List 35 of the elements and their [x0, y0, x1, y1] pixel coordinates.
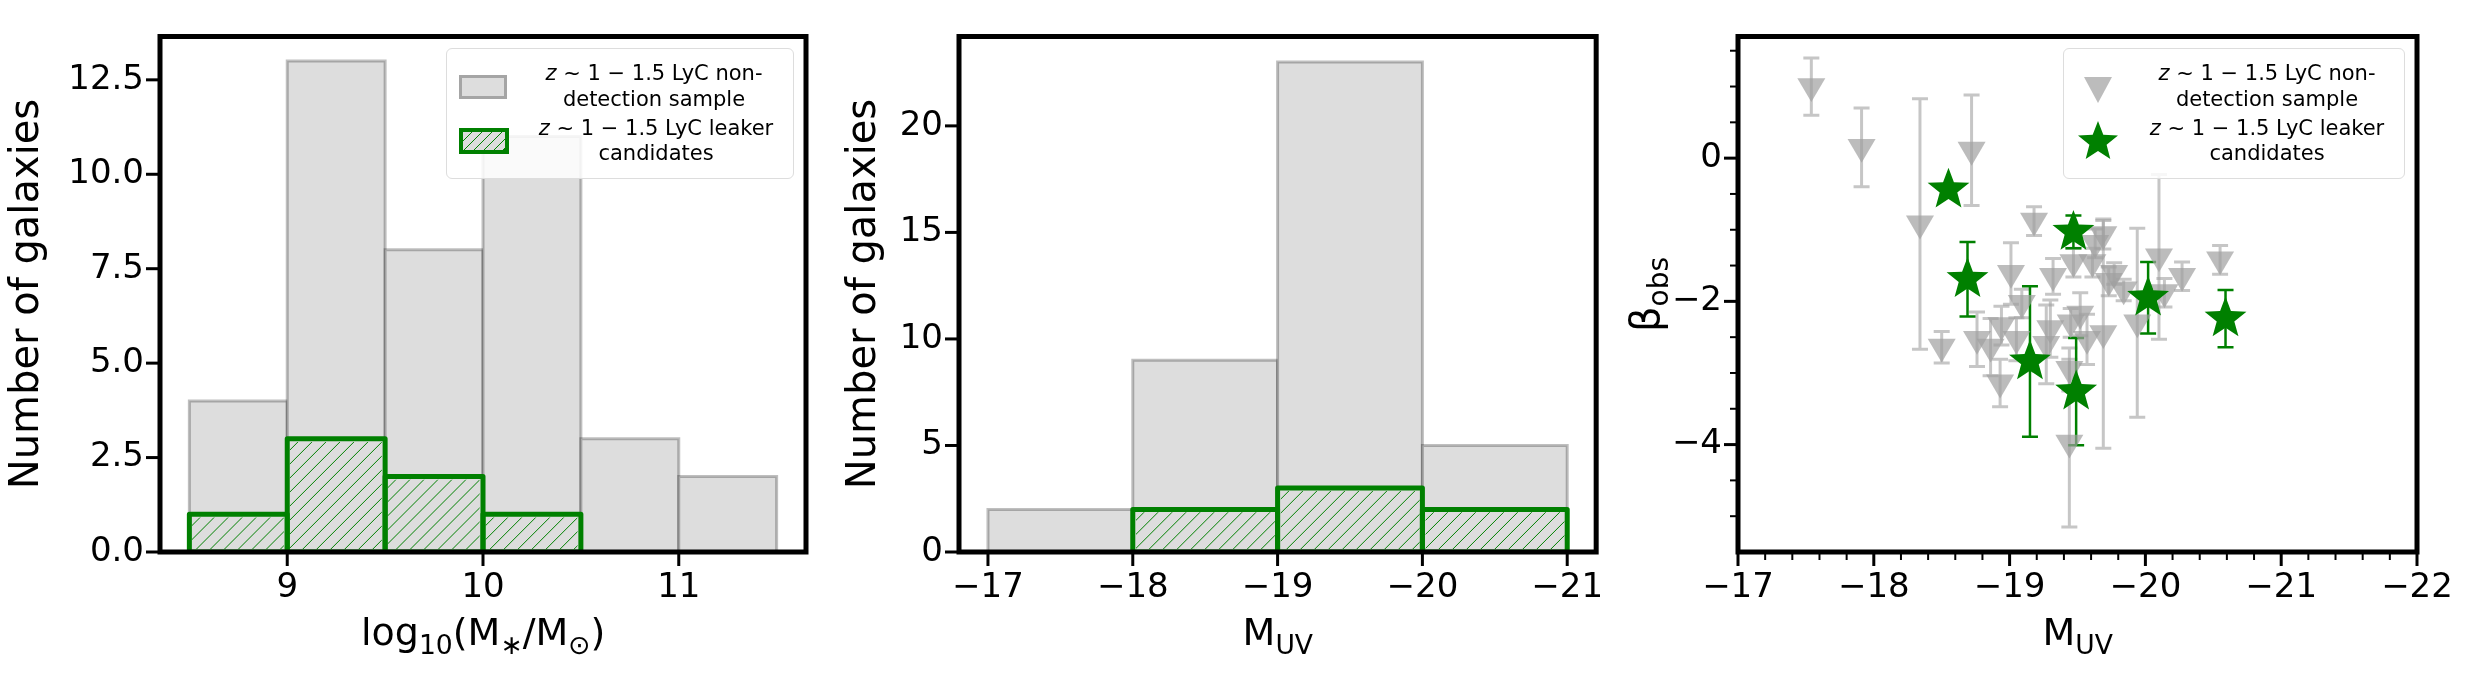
y-tick-label: 7.5 [89, 245, 144, 286]
x-axis-title: M$_{UV}$ [2042, 610, 2113, 660]
y-tick-label: 0 [1700, 134, 1722, 175]
y-axis-title: Number of galaxies [838, 98, 885, 490]
y-tick-label: −2 [1671, 278, 1722, 319]
x-tick-label: −18 [1096, 565, 1169, 606]
x-tick-label: −20 [1386, 565, 1459, 606]
y-tick-label: −4 [1671, 421, 1722, 462]
x-tick-label: −21 [2245, 565, 2318, 606]
y-tick-label: 0 [921, 528, 943, 569]
x-axis-title: log$_{10}$(M$_{∗}$/M$_{⊙}$) [361, 610, 606, 660]
y-tick-label: 20 [899, 102, 943, 143]
x-tick-label: 10 [461, 565, 505, 606]
y-tick-label: 5 [921, 422, 943, 463]
x-tick-label: −17 [1702, 565, 1774, 606]
y-tick-label: 2.5 [89, 434, 144, 475]
x-tick-label: −21 [1531, 565, 1604, 606]
y-tick-label: 12.5 [68, 56, 144, 97]
y-tick-label: 10.0 [68, 151, 144, 192]
y-tick-label: 15 [899, 209, 943, 250]
x-tick-label: −18 [1837, 565, 1910, 606]
legend-label: z ~ 1 − 1.5 LyC leaker candidates [2148, 115, 2386, 167]
x-tick-label: −19 [1973, 565, 2046, 606]
x-tick-label: −17 [952, 565, 1024, 606]
legend-label: z ~ 1 − 1.5 LyC leaker candidates [537, 115, 775, 167]
x-axis-title: M$_{UV}$ [1242, 610, 1314, 660]
y-tick-label: 0.0 [89, 528, 144, 569]
y-tick-label: 5.0 [89, 339, 144, 380]
x-tick-label: 11 [657, 565, 701, 606]
x-tick-label: 9 [276, 565, 299, 606]
x-tick-label: −20 [2109, 565, 2182, 606]
y-axis-title: Number of galaxies [1, 98, 48, 490]
x-tick-label: −19 [1241, 565, 1314, 606]
y-tick-label: 10 [899, 315, 943, 356]
x-tick-label: −22 [2381, 565, 2453, 606]
